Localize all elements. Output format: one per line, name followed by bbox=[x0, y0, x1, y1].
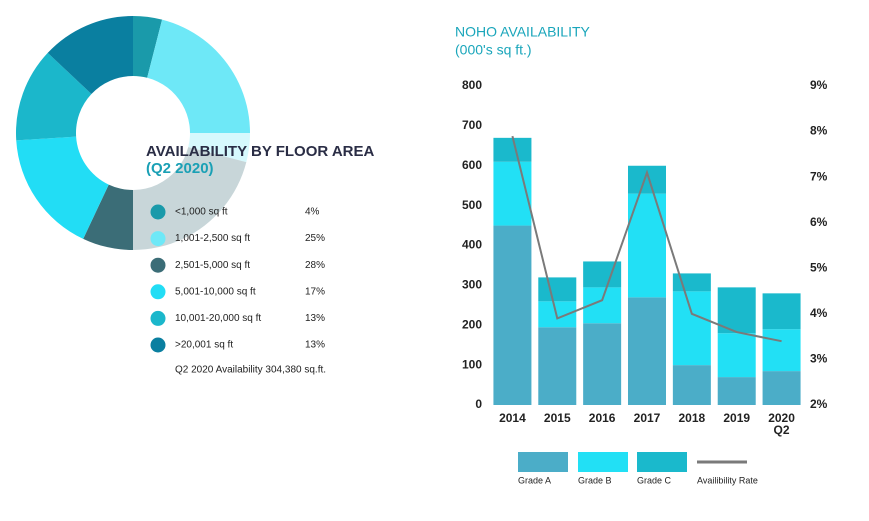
value-label: 4% bbox=[305, 207, 320, 218]
y2-tick-label: 9% bbox=[810, 78, 828, 92]
y-tick-label: 200 bbox=[462, 317, 482, 331]
legend-label: Availibility Rate bbox=[697, 475, 758, 485]
value-label: 17% bbox=[305, 286, 325, 297]
bar-segment bbox=[717, 377, 756, 405]
y-tick-label: 800 bbox=[462, 78, 482, 92]
legend-label: Grade A bbox=[518, 475, 551, 485]
legend-label: >20,001 sq ft bbox=[175, 340, 233, 351]
legend-marker bbox=[578, 452, 628, 472]
chart-subtitle: (000's sq ft.) bbox=[455, 42, 532, 58]
bar-segment bbox=[717, 287, 756, 334]
value-label: 25% bbox=[305, 233, 325, 244]
bar-segment bbox=[493, 137, 532, 162]
legend-label: Grade C bbox=[637, 475, 672, 485]
legend-label: 5,001-10,000 sq ft bbox=[175, 286, 256, 297]
y2-tick-label: 2% bbox=[810, 397, 828, 411]
y2-tick-label: 5% bbox=[810, 260, 828, 274]
y-tick-label: 600 bbox=[462, 158, 482, 172]
bar-segment bbox=[538, 277, 577, 302]
x-tick-label: 2017 bbox=[633, 411, 661, 425]
y2-tick-label: 6% bbox=[810, 215, 828, 229]
y-tick-label: 400 bbox=[462, 238, 482, 252]
legend-marker bbox=[150, 231, 166, 247]
legend-marker bbox=[150, 337, 166, 353]
y2-tick-label: 7% bbox=[810, 169, 828, 183]
y-tick-label: 0 bbox=[475, 397, 482, 411]
bar-segment bbox=[672, 273, 711, 292]
legend-label: 2,501-5,000 sq ft bbox=[175, 260, 250, 271]
donut-segment bbox=[16, 52, 92, 141]
bar-segment bbox=[762, 371, 801, 405]
legend-marker bbox=[518, 452, 568, 472]
legend-marker bbox=[637, 452, 687, 472]
legend-marker bbox=[150, 257, 166, 273]
donut-segment bbox=[16, 136, 109, 239]
value-label: 13% bbox=[305, 340, 325, 351]
value-label: 13% bbox=[305, 313, 325, 324]
x-tick-label: 2020 Q2 bbox=[768, 411, 795, 437]
legend-marker bbox=[150, 204, 166, 220]
x-tick-label: 2019 bbox=[723, 411, 751, 425]
donut-segment bbox=[47, 16, 133, 94]
chart-title: AVAILABILITY BY FLOOR AREA bbox=[146, 143, 375, 160]
legend-marker bbox=[150, 310, 166, 326]
legend-label: <1,000 sq ft bbox=[175, 207, 228, 218]
x-tick-label: 2018 bbox=[678, 411, 706, 425]
bar-segment bbox=[628, 297, 666, 405]
donut-segment bbox=[133, 16, 163, 78]
donut-segment bbox=[147, 19, 251, 163]
legend-label: 10,001-20,000 sq ft bbox=[175, 313, 261, 324]
legend-label: Grade B bbox=[578, 475, 612, 485]
y-tick-label: 500 bbox=[462, 198, 482, 212]
bar-segment bbox=[583, 323, 622, 405]
bar-segment bbox=[493, 225, 532, 405]
bar-segment bbox=[762, 329, 801, 372]
y2-tick-label: 8% bbox=[810, 124, 828, 138]
y-tick-label: 700 bbox=[462, 118, 482, 132]
bar-segment bbox=[493, 161, 532, 226]
bar-segment bbox=[762, 293, 801, 330]
legend-marker bbox=[150, 284, 166, 300]
value-label: 28% bbox=[305, 260, 325, 271]
y-tick-label: 300 bbox=[462, 278, 482, 292]
x-tick-label: 2014 bbox=[499, 411, 526, 425]
y2-tick-label: 3% bbox=[810, 352, 828, 366]
legend-label: 1,001-2,500 sq ft bbox=[175, 233, 250, 244]
bar-segment bbox=[672, 291, 711, 366]
rate-line bbox=[511, 135, 782, 343]
y-tick-label: 100 bbox=[462, 357, 482, 371]
bar-segment bbox=[717, 333, 756, 378]
bar-segment bbox=[538, 327, 577, 405]
x-tick-label: 2015 bbox=[543, 411, 571, 425]
x-tick-label: 2016 bbox=[588, 411, 616, 425]
chart-title: NOHO AVAILABILITY bbox=[455, 24, 591, 40]
note: Q2 2020 Availability 304,380 sq.ft. bbox=[175, 365, 326, 376]
bar-segment bbox=[672, 365, 711, 405]
y2-tick-label: 4% bbox=[810, 306, 828, 320]
chart-subtitle: (Q2 2020) bbox=[146, 160, 214, 177]
